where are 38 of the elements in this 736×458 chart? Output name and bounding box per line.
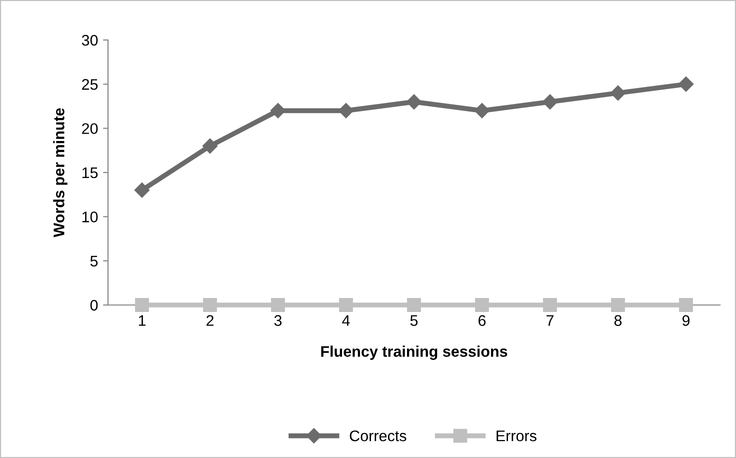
point bbox=[611, 298, 625, 312]
x-tick-label: 6 bbox=[478, 315, 486, 326]
x-tick-label: 3 bbox=[274, 315, 282, 326]
y-tick-label: 20 bbox=[82, 123, 98, 134]
point bbox=[610, 85, 626, 101]
point bbox=[475, 298, 489, 312]
point bbox=[338, 103, 354, 118]
y-tick-label: 10 bbox=[82, 212, 98, 222]
y-tick-label: 5 bbox=[90, 256, 98, 267]
y-tick-label: 0 bbox=[90, 300, 98, 311]
x-tick-label: 7 bbox=[546, 315, 554, 326]
point bbox=[270, 103, 286, 118]
x-tick-label: 9 bbox=[682, 315, 690, 326]
legend-label: Errors bbox=[496, 430, 536, 442]
x-tick-label: 8 bbox=[614, 315, 622, 326]
y-tick-label: 15 bbox=[82, 168, 98, 178]
y-tick-label: 25 bbox=[82, 79, 98, 90]
x-tick-label: 5 bbox=[410, 315, 418, 326]
point bbox=[542, 94, 558, 110]
x-tick-label: 4 bbox=[342, 315, 350, 326]
point bbox=[678, 76, 694, 92]
point bbox=[202, 138, 218, 154]
point bbox=[135, 298, 149, 312]
y-tick-label: 30 bbox=[82, 34, 98, 46]
point bbox=[271, 298, 285, 312]
x-tick-label: 1 bbox=[138, 315, 146, 326]
legend-label: Corrects bbox=[350, 430, 406, 442]
point bbox=[407, 298, 421, 312]
point bbox=[474, 103, 490, 118]
point bbox=[203, 298, 217, 312]
x-axis-title: Fluency training sessions bbox=[321, 346, 508, 360]
y-axis-title: Words per minute bbox=[53, 108, 68, 238]
point bbox=[339, 298, 353, 312]
x-tick-label: 2 bbox=[206, 315, 214, 326]
point bbox=[679, 298, 693, 312]
point bbox=[406, 94, 422, 110]
point bbox=[134, 182, 150, 198]
point bbox=[543, 298, 557, 312]
